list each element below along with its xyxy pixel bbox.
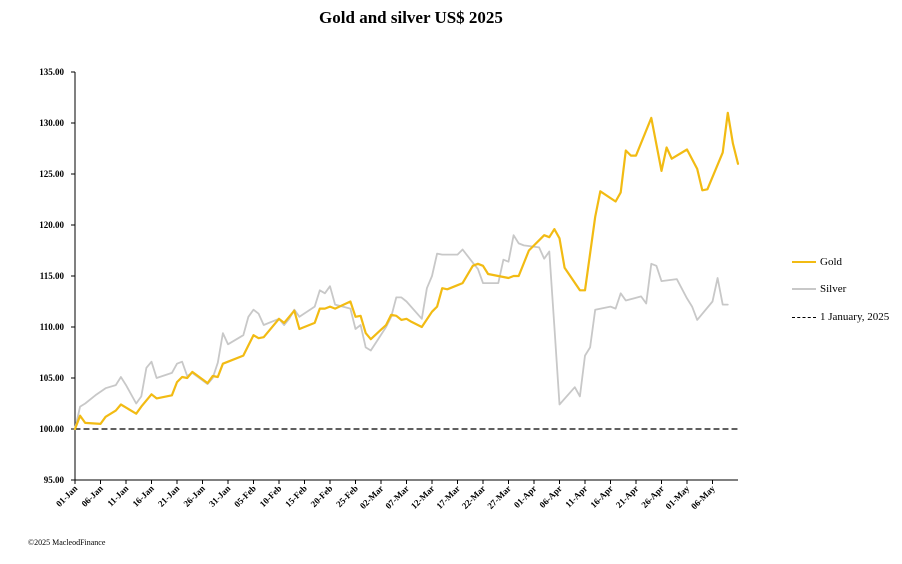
x-tick-label: 06-Jan bbox=[79, 483, 104, 508]
x-tick-label: 01-Apr bbox=[512, 483, 539, 510]
chart-title: Gold and silver US$ 2025 bbox=[319, 8, 503, 27]
x-tick-label: 10-Feb bbox=[258, 483, 284, 509]
series-lines bbox=[73, 111, 740, 431]
x-axis: 01-Jan 06-Jan 11-Jan 16-Jan 21-Jan 26-Jan 31-J… bbox=[54, 479, 738, 511]
x-tick-label: 07-Mar bbox=[383, 483, 411, 511]
y-tick-label: 105.00 bbox=[39, 373, 64, 383]
y-tick-label: 95.00 bbox=[44, 475, 65, 485]
x-tick-label: 31-Jan bbox=[207, 483, 232, 508]
x-tick-label: 01-May bbox=[663, 483, 691, 511]
legend-item-gold: Gold bbox=[792, 256, 842, 268]
x-tick-label: 11-Jan bbox=[105, 483, 130, 508]
x-tick-label: 06-May bbox=[689, 483, 717, 511]
legend-label-baseline: 1 January, 2025 bbox=[820, 311, 890, 323]
x-tick-label: 06-Apr bbox=[537, 483, 564, 510]
x-tick-label: 21-Jan bbox=[156, 483, 181, 508]
x-tick-label: 05-Feb bbox=[232, 483, 258, 509]
x-tick-label: 02-Mar bbox=[358, 483, 386, 511]
y-tick-label: 115.00 bbox=[40, 271, 65, 281]
x-tick-label: 26-Jan bbox=[181, 483, 206, 508]
x-tick-label: 25-Feb bbox=[334, 483, 360, 509]
legend-swatch-gold bbox=[792, 261, 816, 263]
legend-swatch-silver bbox=[792, 288, 816, 290]
x-tick-label: 16-Jan bbox=[130, 483, 155, 508]
series-line-silver bbox=[74, 234, 729, 430]
x-tick-label: 12-Mar bbox=[409, 483, 437, 511]
y-axis: 95.00 100.00 105.00 110.00 115.00 120.00 125.0… bbox=[39, 67, 76, 485]
y-tick-label: 110.00 bbox=[40, 322, 65, 332]
y-tick-label: 100.00 bbox=[39, 424, 64, 434]
x-tick-label: 22-Mar bbox=[460, 483, 488, 511]
legend-swatch-baseline bbox=[792, 316, 816, 318]
x-tick-label: 20-Feb bbox=[309, 483, 335, 509]
x-tick-label: 01-Jan bbox=[54, 483, 79, 508]
legend-label-silver: Silver bbox=[820, 283, 847, 295]
y-tick-label: 130.00 bbox=[39, 118, 64, 128]
x-tick-label: 26-Apr bbox=[639, 483, 666, 510]
legend-item-silver: Silver bbox=[792, 283, 846, 295]
series-line-gold bbox=[73, 111, 740, 431]
y-tick-label: 135.00 bbox=[39, 67, 64, 77]
x-tick-label: 21-Apr bbox=[614, 483, 641, 510]
x-tick-label: 27-Mar bbox=[485, 483, 513, 511]
x-tick-label: 17-Mar bbox=[434, 483, 462, 511]
y-tick-label: 125.00 bbox=[39, 169, 64, 179]
x-tick-label: 16-Apr bbox=[588, 483, 615, 510]
legend-item-baseline: 1 January, 2025 bbox=[792, 311, 889, 323]
x-tick-label: 11-Apr bbox=[563, 483, 589, 509]
copyright-footer: ©2025 MacleodFinance bbox=[28, 538, 106, 547]
legend-label-gold: Gold bbox=[820, 256, 842, 268]
y-tick-label: 120.00 bbox=[39, 220, 64, 230]
x-tick-label: 15-Feb bbox=[283, 483, 309, 509]
